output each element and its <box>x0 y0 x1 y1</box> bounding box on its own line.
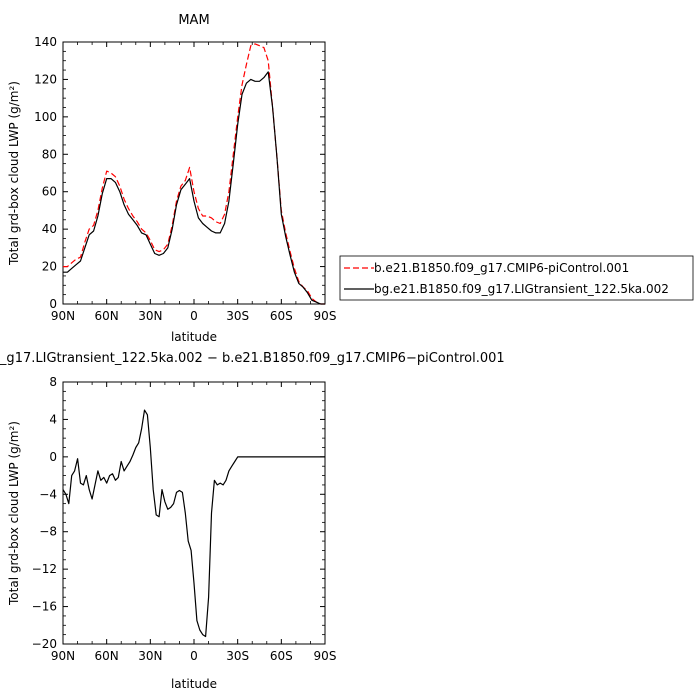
bottom-xtick-label: 60N <box>95 649 119 663</box>
bottom-ytick-label: −8 <box>39 525 57 539</box>
top-xtick-label: 30N <box>138 309 162 323</box>
bottom-xtick-label: 90N <box>51 649 75 663</box>
top-xtick-label: 60N <box>95 309 119 323</box>
bottom-ytick-label: 4 <box>49 412 57 426</box>
bottom-xtick-label: 30N <box>138 649 162 663</box>
bottom-ytick-label: −12 <box>32 562 57 576</box>
bottom-ytick-label: 0 <box>49 450 57 464</box>
top-ytick-label: 60 <box>42 185 57 199</box>
bottom-xtick-label: 0 <box>190 649 198 663</box>
top-xtick-label: 30S <box>226 309 249 323</box>
top-series-line-0 <box>63 43 325 305</box>
bottom-ytick-label: 8 <box>49 375 57 389</box>
bottom-series-line-0 <box>62 409 325 638</box>
legend-label-control: b.e21.B1850.f09_g17.CMIP6-piControl.001 <box>374 261 629 275</box>
legend: b.e21.B1850.f09_g17.CMIP6-piControl.001 … <box>339 255 694 301</box>
top-series-line-1 <box>63 71 325 305</box>
top-series-group <box>63 43 325 305</box>
bottom-plot: bg.e21.B1850.f09_g17.LIGtransient_122.5k… <box>0 351 505 691</box>
bottom-xtick-label: 90S <box>314 649 337 663</box>
top-xtick-label: 0 <box>190 309 198 323</box>
top-xtick-label: 60S <box>270 309 293 323</box>
top-plot-frame <box>62 41 326 305</box>
bottom-x-axis: 90N 60N 30N 0 30S 60S 90S <box>51 382 337 663</box>
top-ytick-label: 80 <box>42 147 57 161</box>
top-y-axis-title: Total grd-box cloud LWP (g/m²) <box>7 81 21 266</box>
legend-label-lig: bg.e21.B1850.f09_g17.LIGtransient_122.5k… <box>374 282 669 296</box>
top-x-axis-title: latitude <box>171 330 217 344</box>
top-y-axis: 0 20 40 60 80 100 120 140 <box>34 35 325 311</box>
bottom-plot-title: bg.e21.B1850.f09_g17.LIGtransient_122.5k… <box>0 351 505 366</box>
top-xtick-label: 90N <box>51 309 75 323</box>
top-ytick-label: 20 <box>42 260 57 274</box>
top-x-axis: 90N 60N 30N 0 30S 60S 90S <box>51 42 337 323</box>
top-ytick-label: 100 <box>34 110 57 124</box>
bottom-ytick-label: −16 <box>32 600 57 614</box>
bottom-xtick-label: 30S <box>226 649 249 663</box>
top-ytick-label: 0 <box>49 297 57 311</box>
bottom-x-axis-title: latitude <box>171 677 217 691</box>
bottom-plot-frame <box>62 381 326 645</box>
legend-box <box>339 255 694 301</box>
top-ytick-label: 140 <box>34 35 57 49</box>
top-xtick-label: 90S <box>314 309 337 323</box>
top-ytick-label: 40 <box>42 222 57 236</box>
bottom-y-axis: 8 4 0 −4 −8 −12 −16 −20 <box>32 375 325 651</box>
bottom-ytick-label: −20 <box>32 637 57 651</box>
bottom-series-group <box>62 409 325 638</box>
bottom-ytick-label: −4 <box>39 487 57 501</box>
bottom-y-axis-title: Total grd-box cloud LWP (g/m²) <box>7 421 21 606</box>
top-plot-title: MAM <box>178 13 209 28</box>
top-ytick-label: 120 <box>34 72 57 86</box>
bottom-xtick-label: 60S <box>270 649 293 663</box>
